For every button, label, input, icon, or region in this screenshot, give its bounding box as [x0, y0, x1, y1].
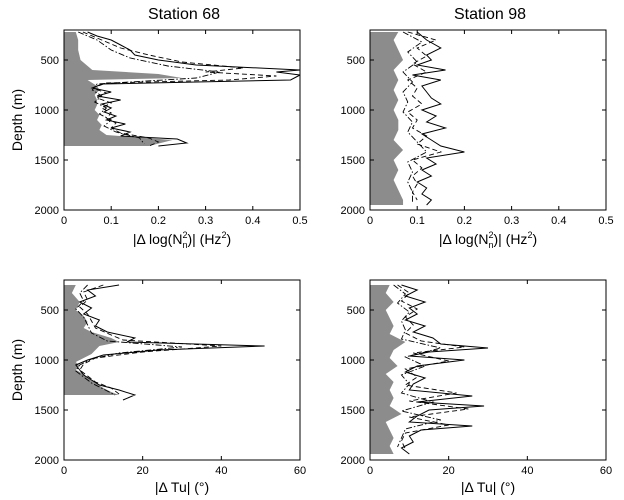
x-tick-label: 40 — [521, 465, 533, 477]
shaded-region — [370, 32, 404, 205]
x-tick-label: 0.2 — [151, 215, 166, 227]
x-tick-label: 0.2 — [457, 215, 472, 227]
y-tick-label: 1500 — [341, 405, 365, 417]
x-axis-label: |Δ Tu| (°) — [155, 479, 209, 495]
y-tick-label: 500 — [41, 305, 59, 317]
y-tick-label: 1000 — [341, 355, 365, 367]
y-tick-label: 1000 — [341, 105, 365, 117]
y-axis-label: Depth (m) — [9, 89, 25, 151]
axes-frame — [369, 279, 607, 461]
panel-station-68-stratification: 0 0.1 0.2 0.3 0.4 0.5 500 1000 1500 2000 |Δ log(N2… — [9, 29, 308, 250]
panel-station-68-turner: 0 20 40 60 500 1000 1500 2000 |Δ Tu| (°) Depth (m… — [9, 279, 306, 495]
series-line-dashdot — [75, 284, 183, 396]
x-tick-label: 20 — [137, 465, 149, 477]
series-line-solid — [75, 284, 265, 401]
y-tick-label: 2000 — [341, 205, 365, 217]
x-tick-label: 0 — [367, 465, 373, 477]
x-tick-label: 0.3 — [504, 215, 519, 227]
y-tick-label: 1500 — [35, 405, 59, 417]
series-line-solid — [87, 31, 300, 147]
x-tick-label: 0 — [367, 215, 373, 227]
title-station-98: Station 98 — [454, 6, 526, 23]
plot-area — [64, 284, 265, 401]
x-tick-label: 0.1 — [104, 215, 119, 227]
x-tick-label: 0 — [61, 465, 67, 477]
x-tick-label: 20 — [443, 465, 455, 477]
y-tick-label: 500 — [347, 305, 365, 317]
y-tick-label: 500 — [347, 55, 365, 67]
axes-frame — [369, 29, 607, 211]
x-tick-label: 0.5 — [598, 215, 613, 227]
y-tick-label: 2000 — [35, 455, 59, 467]
y-tick-label: 2000 — [341, 455, 365, 467]
series-line-dash — [82, 31, 277, 147]
x-tick-label: 0.1 — [410, 215, 425, 227]
plot-area — [64, 31, 300, 147]
panel-station-98-stratification: 0 0.1 0.2 0.3 0.4 0.5 500 1000 1500 2000 |Δ log(N2… — [341, 29, 614, 250]
y-tick-label: 1000 — [35, 355, 59, 367]
shaded-region — [64, 32, 182, 146]
panel-station-98-turner: 0 20 40 60 500 1000 1500 2000 |Δ Tu| (°) — [341, 279, 612, 495]
x-axis-label: |Δ Tu| (°) — [461, 479, 515, 495]
series-line-solid — [400, 284, 489, 455]
x-axis-label: |Δ log(N2 n)| (Hz2) — [439, 230, 537, 250]
x-tick-label: 40 — [215, 465, 227, 477]
y-tick-label: 1500 — [35, 155, 59, 167]
axes-frame — [63, 29, 301, 211]
series-line-dashdot — [393, 284, 441, 448]
plot-area — [370, 284, 489, 455]
y-axis-label: Depth (m) — [9, 339, 25, 401]
y-tick-label: 2000 — [35, 205, 59, 217]
x-tick-label: 0.4 — [551, 215, 566, 227]
series-line-solid — [412, 31, 465, 206]
title-station-68: Station 68 — [148, 6, 220, 23]
x-tick-label: 0.3 — [198, 215, 213, 227]
x-tick-label: 0.4 — [245, 215, 260, 227]
axes-frame — [63, 279, 301, 461]
x-tick-label: 60 — [294, 465, 306, 477]
y-tick-label: 500 — [41, 55, 59, 67]
x-tick-label: 0 — [61, 215, 67, 227]
y-tick-label: 1500 — [341, 155, 365, 167]
plot-area — [370, 31, 465, 206]
series-line-dashdot — [77, 31, 220, 145]
x-tick-label: 60 — [600, 465, 612, 477]
x-axis-label: |Δ log(N2 n)| (Hz2) — [133, 230, 231, 250]
series-line-dash — [79, 284, 222, 395]
y-tick-label: 1000 — [35, 105, 59, 117]
series-line-dashdot — [402, 31, 428, 202]
x-tick-label: 0.5 — [292, 215, 307, 227]
shaded-region — [370, 285, 406, 454]
series-line-dash — [406, 31, 443, 201]
series-line-dash — [397, 284, 469, 450]
